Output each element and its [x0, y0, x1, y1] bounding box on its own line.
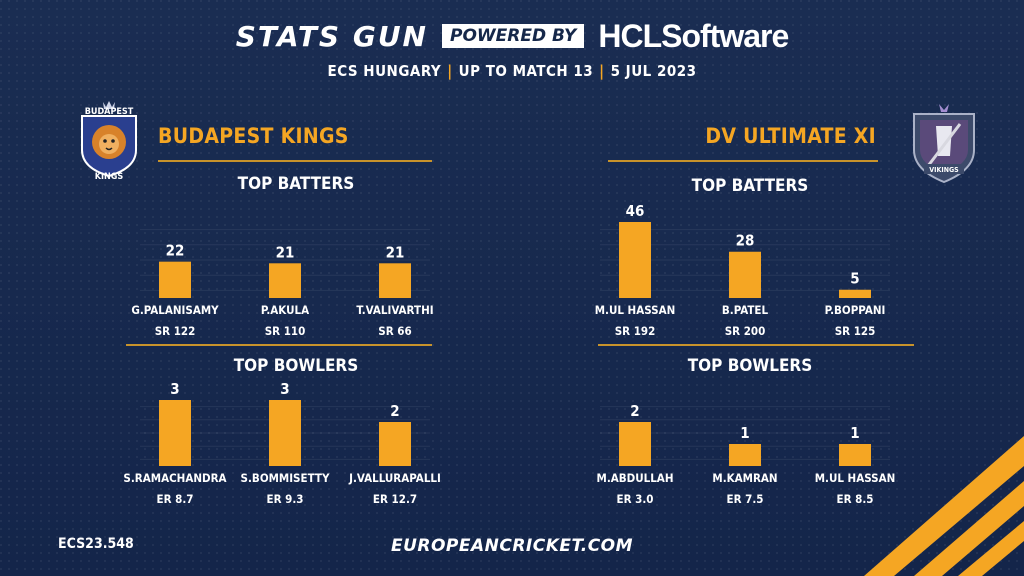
- category-label: S.RAMACHANDRA: [123, 471, 226, 485]
- rate-label: ER 8.7: [157, 492, 194, 506]
- category-label: S.BOMMISETTY: [241, 471, 330, 485]
- bar-value-label: 3: [170, 382, 179, 398]
- subtitle-match: UP TO MATCH 13: [458, 62, 594, 80]
- rate-label: ER 7.5: [727, 492, 764, 506]
- bar-value-label: 1: [740, 424, 749, 442]
- team-name-left: BUDAPEST KINGS: [158, 124, 349, 148]
- subtitle-league: ECS HUNGARY: [327, 62, 442, 80]
- category-label: B.PATEL: [722, 303, 769, 317]
- rate-label: ER 3.0: [617, 492, 654, 506]
- subtitle-separator: |: [447, 62, 453, 80]
- section-title-left-bowlers: TOP BOWLERS: [233, 356, 359, 376]
- logo-text-bottom: KINGS: [95, 172, 124, 182]
- page-subtitle: ECS HUNGARY | UP TO MATCH 13 | 5 JUL 2023: [0, 62, 1024, 80]
- bar: [379, 422, 411, 466]
- section-title-right-batters: TOP BATTERS: [691, 176, 809, 196]
- bar: [159, 400, 191, 466]
- bar: [269, 263, 301, 298]
- rate-label: SR 125: [835, 324, 876, 338]
- divider-right-top: [608, 160, 878, 162]
- category-label: P.AKULA: [261, 303, 309, 317]
- rate-label: ER 12.7: [373, 492, 417, 506]
- bar-value-label: 22: [166, 242, 185, 260]
- category-label: M.UL HASSAN: [815, 471, 896, 485]
- team-name-right: DV ULTIMATE XI: [705, 124, 876, 148]
- hcl-software-logo: HCLSoftware: [598, 17, 789, 55]
- category-label: P.BOPPANI: [825, 303, 886, 317]
- bar: [619, 422, 651, 466]
- bar: [159, 261, 191, 298]
- divider-right-mid: [598, 344, 914, 346]
- bar: [839, 444, 871, 466]
- divider-left-mid: [126, 344, 432, 346]
- category-label: G.PALANISAMY: [131, 303, 219, 317]
- bar: [729, 444, 761, 466]
- dv-ultimate-xi-logo: VIKINGS: [913, 104, 975, 184]
- rate-label: SR 110: [265, 324, 306, 338]
- chart-right-batters: 46 M.UL HASSAN SR 192 28 B.PATEL SR 200 5 P.BOP…: [595, 202, 890, 338]
- footer-code: ECS23.548: [58, 536, 134, 552]
- bar-value-label: 28: [736, 232, 755, 250]
- logo-text-top: BUDAPEST: [85, 107, 134, 117]
- bar: [839, 289, 871, 298]
- bar-value-label: 2: [390, 402, 399, 420]
- rate-label: ER 8.5: [837, 492, 874, 506]
- footer-url: EUROPEANCRICKET.COM: [390, 536, 634, 556]
- category-label: M.ABDULLAH: [597, 471, 674, 485]
- bar-value-label: 5: [850, 270, 859, 288]
- section-title-left-batters: TOP BATTERS: [237, 174, 355, 194]
- rate-label: SR 66: [378, 324, 411, 338]
- chart-left-batters: 22 G.PALANISAMY SR 122 21 P.AKULA SR 110 21 T.V…: [131, 229, 434, 338]
- rate-label: ER 9.3: [267, 492, 304, 506]
- subtitle-separator: |: [599, 62, 605, 80]
- bar-value-label: 3: [280, 382, 289, 398]
- rate-label: SR 122: [155, 324, 196, 338]
- section-title-right-bowlers: TOP BOWLERS: [687, 356, 813, 376]
- divider-left-top: [158, 160, 432, 162]
- brand-row: STATS GUN POWERED BY HCLSoftware: [0, 14, 1024, 58]
- category-label: T.VALIVARTHI: [356, 303, 433, 317]
- decorative-stripes: [864, 436, 1024, 576]
- bar-value-label: 21: [386, 243, 405, 261]
- chart-right-bowlers: 2 M.ABDULLAH ER 3.0 1 M.KAMRAN ER 7.5 1 M.UL HA…: [597, 402, 896, 506]
- bar-value-label: 21: [276, 243, 295, 261]
- rate-label: SR 192: [615, 324, 656, 338]
- chart-left-bowlers: 3 S.RAMACHANDRA ER 8.7 3 S.BOMMISETTY ER 9.3 2…: [123, 382, 441, 506]
- category-label: J.VALLURAPALLI: [348, 471, 441, 485]
- bar: [379, 263, 411, 298]
- bar-value-label: 2: [630, 402, 639, 420]
- budapest-kings-logo: BUDAPEST KINGS: [81, 101, 137, 182]
- bar-value-label: 1: [850, 424, 859, 442]
- rate-label: SR 200: [725, 324, 766, 338]
- header: STATS GUN POWERED BY HCLSoftware ECS HUN…: [0, 14, 1024, 81]
- logo-text: VIKINGS: [929, 166, 959, 174]
- hcl-text: HCL: [598, 17, 662, 54]
- powered-by-badge: POWERED BY: [441, 24, 585, 48]
- bar: [729, 251, 761, 298]
- subtitle-date: 5 JUL 2023: [610, 62, 697, 80]
- category-label: M.UL HASSAN: [595, 303, 676, 317]
- stats-gun-logo: STATS GUN: [235, 19, 428, 53]
- bar: [619, 222, 651, 298]
- category-label: M.KAMRAN: [712, 471, 777, 485]
- bar-value-label: 46: [626, 202, 645, 220]
- bar: [269, 400, 301, 466]
- software-text: Software: [661, 17, 789, 54]
